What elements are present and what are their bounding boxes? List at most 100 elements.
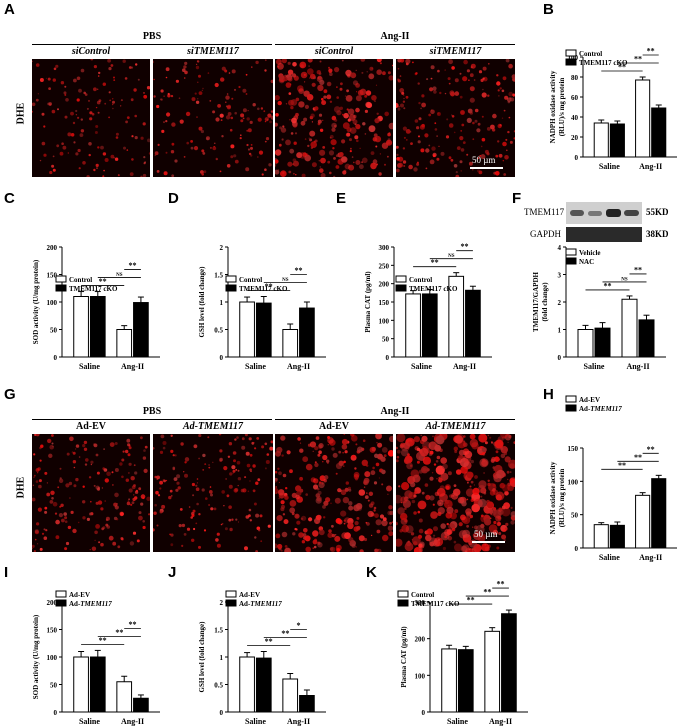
x-tick-label: Ang-II [121, 362, 144, 371]
legend-label: Ad-EV [579, 396, 600, 404]
x-tick-label: Saline [447, 717, 468, 726]
x-tick-label: Saline [79, 362, 100, 371]
legend-label: Control [239, 276, 262, 284]
panel-label-d: D [168, 190, 179, 207]
x-tick-label: Saline [79, 717, 100, 726]
legend-label: Control [579, 50, 602, 58]
panel-g-image-1 [32, 434, 150, 552]
legend-label: NAC [579, 258, 594, 266]
panel-g-group-angii: Ang-II [380, 406, 410, 417]
y-tick-label: 250 [379, 262, 390, 270]
y-axis-label: GSH level (fold change) [198, 621, 206, 693]
y-tick-label: 0 [386, 354, 390, 362]
legend-label: Ad-EV [69, 591, 90, 599]
panel-a-group-angii-line [275, 44, 515, 45]
legend-label: TMEM117 cKO [69, 285, 118, 293]
y-axis-label: TMEM117/GAPDH [532, 272, 540, 332]
panel-g-image-2 [153, 434, 273, 552]
y-tick-label: 2 [558, 299, 562, 307]
bar-saline-a [593, 524, 609, 549]
legend-label: Ad-TMEM117 [69, 600, 112, 608]
y-axis-label: SOD activity (U/mg protein) [32, 614, 40, 699]
y-tick-label: 3 [558, 272, 562, 280]
bar-saline-a [73, 656, 89, 713]
bar-saline-b [609, 123, 625, 158]
chart-d-group: 0 0.5 1 1.5 2 GSH level (fold change) Saline An… [198, 244, 326, 371]
bar-saline-b [89, 296, 106, 358]
y-tick-label: 100 [379, 317, 390, 325]
significance-label: ** [461, 242, 469, 251]
x-tick-label: Ang-II [287, 362, 310, 371]
y-tick-label: 2 [220, 244, 224, 252]
y-tick-label: 0.5 [214, 327, 223, 335]
panel-a-col-4: siTMEM117 [429, 46, 482, 57]
panel-g-group-pbs-line [32, 419, 272, 420]
y-tick-label: 0 [54, 709, 58, 717]
panel-a-scale-bar [470, 167, 503, 169]
y-tick-label: 150 [47, 272, 58, 280]
bar-angii-a [116, 329, 133, 358]
legend-label: TMEM117 cKO [409, 285, 458, 293]
x-tick-label: Saline [245, 717, 266, 726]
panel-g-col-1: Ad-EV [75, 421, 106, 432]
legend-label: Ad-EV [239, 591, 260, 599]
legend-swatch [55, 599, 67, 607]
bar-saline-a [441, 648, 457, 713]
legend-label: TMEM117 cKO [411, 600, 460, 608]
x-tick-label: Ang-II [639, 553, 662, 562]
y-axis-label: GSH level (fold change) [198, 266, 206, 338]
significance-label: ** [618, 461, 626, 470]
legend-label: Vehicle [579, 249, 601, 257]
y-tick-label: 1.5 [214, 272, 223, 280]
legend-swatch [565, 395, 577, 403]
bar-saline-a [593, 122, 609, 158]
legend-swatch [55, 275, 67, 283]
legend-swatch [225, 284, 237, 292]
blot-row-2-name: GAPDH [530, 229, 562, 239]
y-tick-label: 300 [415, 599, 426, 607]
y-axis-label: (RLU)/s mg protein [558, 469, 566, 528]
bar-saline-a [239, 656, 255, 713]
y-tick-label: 0 [558, 354, 562, 362]
y-tick-label: 100 [47, 299, 58, 307]
bar-angii-a [282, 678, 299, 713]
legend-swatch [565, 248, 577, 256]
x-tick-label: Saline [411, 362, 432, 371]
significance-label: NS [621, 277, 628, 282]
panel-label-g: G [4, 386, 16, 403]
bar-angii-a [282, 329, 299, 358]
y-tick-label: 0 [54, 354, 58, 362]
legend-label: Control [411, 591, 434, 599]
x-tick-label: Ang-II [453, 362, 476, 371]
bar-saline-b [457, 649, 474, 713]
blot-row-2-size: 38KD [646, 229, 669, 239]
legend-swatch [565, 404, 577, 412]
significance-label: ** [634, 265, 642, 274]
legend-swatch [397, 599, 409, 607]
y-tick-label: 100 [47, 654, 58, 662]
y-tick-label: 0 [422, 709, 426, 717]
y-axis-label: Plasma CAT (pg/ml) [364, 271, 372, 333]
bar-angii-a [635, 494, 651, 549]
bar-saline-a [577, 329, 594, 358]
legend-swatch [225, 599, 237, 607]
blot-row-1-name: TMEM117 [524, 207, 565, 217]
panel-label-c: C [4, 190, 15, 207]
significance-label: ** [129, 620, 137, 629]
bar-saline-b [421, 293, 438, 358]
y-tick-label: 50 [382, 336, 390, 344]
bar-saline-b [594, 327, 611, 358]
bar-angii-a [635, 79, 651, 158]
panel-a-col-2: siTMEM117 [187, 46, 239, 57]
y-tick-label: 150 [379, 299, 390, 307]
bar-saline-a [239, 301, 255, 358]
y-tick-label: 0.5 [214, 682, 223, 690]
blot-band-row-2 [566, 227, 642, 242]
y-axis-label: NADPH oxidase activity [549, 461, 557, 534]
significance-label: ** [99, 277, 107, 286]
y-tick-label: 150 [47, 627, 58, 635]
significance-label: ** [129, 261, 137, 270]
x-tick-label: Ang-II [287, 717, 310, 726]
y-tick-label: 150 [568, 445, 579, 453]
